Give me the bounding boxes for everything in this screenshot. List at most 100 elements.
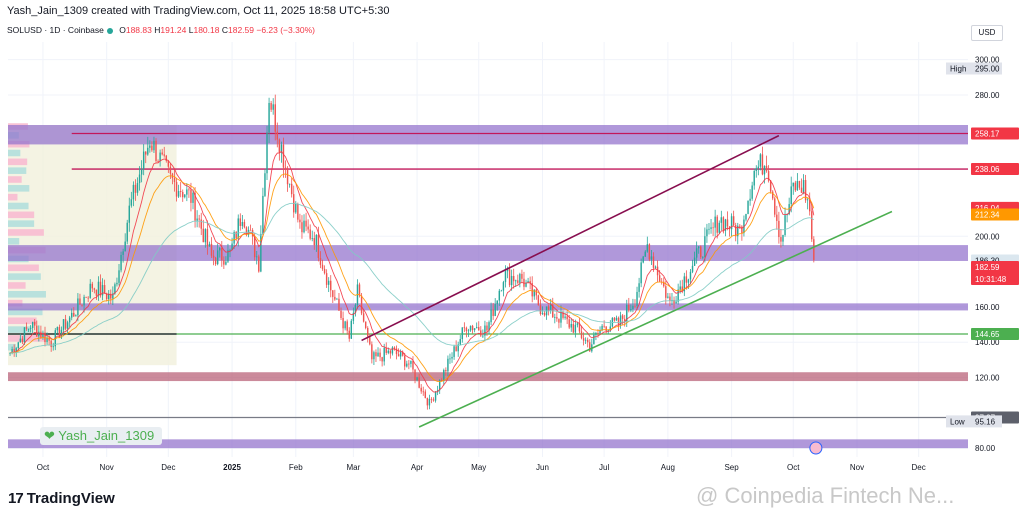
candle-body	[506, 269, 509, 272]
candle-body	[122, 251, 124, 255]
candle-body	[229, 249, 231, 251]
candle-body	[730, 216, 733, 230]
candle-body	[286, 168, 289, 185]
candle-body	[800, 187, 803, 193]
candle-body	[804, 180, 807, 201]
candle-body	[110, 293, 112, 299]
candle-body	[726, 219, 729, 227]
candle-body	[753, 170, 755, 186]
candle-body	[675, 301, 677, 304]
open-label: O	[119, 25, 126, 35]
volume-profile-bar	[8, 149, 21, 157]
candle-body	[79, 298, 81, 305]
candle-body	[101, 285, 104, 296]
candle-body	[453, 346, 455, 357]
candle-body	[484, 325, 486, 336]
candle-body	[34, 321, 36, 326]
candle-body	[589, 342, 591, 352]
candle-body	[375, 352, 377, 357]
candle-body	[496, 300, 498, 305]
candle-body	[225, 261, 227, 265]
candle-body	[9, 352, 11, 354]
candle-body	[512, 275, 515, 282]
candle-body	[667, 296, 669, 298]
candle-body	[223, 260, 225, 265]
candle-body	[794, 182, 797, 191]
x-tick-label: Oct	[37, 463, 50, 472]
candle-body	[432, 399, 435, 401]
volume-profile-bar	[8, 299, 23, 307]
candle-body	[769, 180, 772, 192]
candle-body	[716, 216, 718, 233]
x-tick-label: 2025	[223, 463, 241, 472]
candle-body	[25, 327, 28, 329]
candle-body	[48, 337, 50, 341]
candle-body	[410, 360, 412, 364]
tradingview-logo[interactable]: 17 TradingView	[8, 490, 115, 507]
price-tag-value: 258.17	[975, 130, 1000, 139]
price-tag-value: 295.00	[975, 64, 1000, 73]
candle-body	[626, 304, 628, 322]
candle-body	[147, 147, 149, 155]
candle-body	[663, 281, 665, 287]
candle-body	[691, 265, 694, 272]
candle-body	[157, 160, 159, 162]
candle-body	[71, 312, 73, 318]
change-value: −6.23 (−3.30%)	[256, 25, 315, 35]
candle-body	[755, 168, 757, 171]
price-tag-value: 144.65	[975, 330, 1000, 339]
candle-body	[140, 168, 143, 175]
candle-body	[683, 276, 686, 292]
candle-body	[533, 289, 535, 297]
candle-body	[502, 282, 505, 291]
candle-body	[687, 279, 690, 283]
candle-body	[56, 327, 59, 331]
symbol-name[interactable]: SOLUSD · 1D · Coinbase	[7, 25, 104, 35]
candle-body	[103, 285, 106, 294]
candle-body	[541, 312, 544, 314]
price-tag-value: 95.16	[975, 417, 996, 426]
candle-body	[23, 327, 26, 343]
candle-body	[233, 232, 235, 244]
candle-body	[601, 325, 603, 331]
candle-body	[422, 391, 424, 393]
low-value: 180.18	[193, 25, 220, 35]
candle-body	[89, 283, 91, 298]
candle-body	[379, 352, 381, 358]
currency-button[interactable]: USD	[971, 25, 1003, 41]
candle-body	[305, 220, 307, 227]
price-tag-label: High	[950, 64, 966, 73]
candle-body	[401, 351, 404, 356]
candle-body	[728, 226, 731, 230]
price-tag-box	[971, 328, 1019, 341]
price-tag-value: 216.04	[975, 204, 1000, 213]
candle-body	[241, 222, 244, 226]
market-status-dot	[106, 27, 113, 34]
candle-body	[256, 256, 258, 258]
candle-body	[424, 391, 427, 399]
candle-body	[449, 358, 451, 360]
candle-body	[677, 289, 679, 302]
candle-body	[535, 289, 538, 296]
price-tag-box	[946, 62, 1002, 75]
candle-body	[184, 194, 186, 198]
candle-body	[420, 387, 422, 392]
candle-body	[332, 290, 334, 297]
candle-body	[60, 329, 63, 338]
y-tick-label: 160.00	[975, 303, 1000, 312]
candle-body	[221, 247, 223, 261]
candle-body	[418, 377, 420, 388]
candle-body	[105, 293, 108, 300]
candle-body	[235, 232, 237, 239]
candle-body	[227, 250, 229, 262]
candle-body	[295, 203, 297, 213]
candle-body	[547, 306, 550, 310]
candle-body	[426, 398, 429, 406]
candle-body	[615, 317, 618, 321]
candle-body	[198, 218, 200, 220]
candle-body	[706, 229, 708, 237]
x-tick-label: Nov	[100, 463, 114, 472]
candle-body	[358, 284, 361, 296]
candle-body	[640, 262, 642, 284]
